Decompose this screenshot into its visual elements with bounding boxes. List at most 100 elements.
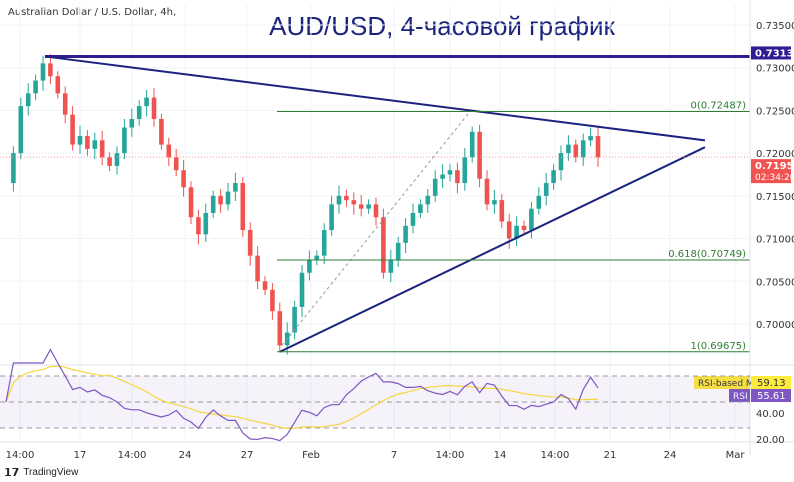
candle-body <box>566 144 571 154</box>
rsi-ma-name: RSI-based MA <box>698 379 761 389</box>
candle-body <box>432 178 438 196</box>
candle-body <box>203 212 209 235</box>
rsi-ma-value-badge <box>751 376 791 389</box>
candle-body <box>395 242 401 260</box>
candle-body <box>262 281 268 290</box>
candle-body <box>499 200 505 222</box>
candle-body <box>240 183 246 231</box>
time-tick: 24 <box>179 450 192 461</box>
candle-body <box>114 153 120 166</box>
resistance-label: 0.73132 <box>755 48 794 59</box>
time-tick: 21 <box>604 450 617 461</box>
candle-body <box>573 144 579 158</box>
chart-title: AUD/USD, 4-часовой график <box>269 11 615 41</box>
candle-body <box>455 170 460 184</box>
candle-body <box>403 225 408 243</box>
rsi-tick: 20.00 <box>756 435 785 446</box>
rsi-ma-value: 59.13 <box>757 378 786 389</box>
candle-body <box>85 136 90 149</box>
tradingview-logo[interactable]: 𝟭𝟳 TradingView <box>4 466 78 479</box>
price-tick: 0.71500 <box>756 192 794 203</box>
candle-body <box>410 212 416 226</box>
candle-body <box>151 97 157 119</box>
rsi-ma-name-badge <box>694 376 750 389</box>
price-tick: 0.73500 <box>756 21 794 32</box>
candle-body <box>166 144 172 158</box>
candle-body <box>92 140 98 149</box>
rsi-ma-line <box>5 365 599 429</box>
candle-body <box>506 221 512 239</box>
candle-body <box>107 157 112 166</box>
price-tick: 0.73000 <box>756 64 794 75</box>
candle-body <box>247 230 253 256</box>
candle-body <box>321 230 327 256</box>
candle-body <box>351 200 357 205</box>
candle-body <box>129 118 135 128</box>
time-tick: 27 <box>241 450 254 461</box>
candle-body <box>477 131 482 179</box>
candle-body <box>33 80 38 94</box>
candle-body <box>447 170 453 175</box>
candle-body <box>462 157 468 184</box>
price-tick: 0.71000 <box>756 235 794 246</box>
resistance-badge <box>751 46 791 60</box>
symbol-label: Australian Dollar / U.S. Dollar, 4h, <box>8 7 176 18</box>
candle-body <box>196 217 201 235</box>
candle-body <box>388 259 394 273</box>
rsi-name-badge <box>729 389 750 402</box>
fib-trend-line <box>281 111 471 346</box>
price-tick: 0.72000 <box>756 149 794 160</box>
candle-body <box>173 157 179 171</box>
candle-body <box>580 140 586 158</box>
candle-body <box>521 225 527 231</box>
candle-body <box>188 187 194 218</box>
candle-body <box>159 118 164 145</box>
candle-body <box>210 195 216 213</box>
time-tick: 14:00 <box>118 450 147 461</box>
candle-body <box>425 195 431 205</box>
candle-body <box>595 136 601 158</box>
candle-body <box>255 255 260 282</box>
candle-body <box>543 183 549 196</box>
candle-body <box>336 195 342 205</box>
candle-body <box>514 225 519 239</box>
fib-level-label: 0(0.72487) <box>690 101 746 112</box>
candle-body <box>440 174 445 179</box>
candle-body <box>314 255 320 260</box>
current-price-label: 0.71954 <box>755 161 794 172</box>
candle-body <box>484 178 490 205</box>
time-tick: 14:00 <box>436 450 465 461</box>
candle-body <box>307 259 312 273</box>
candle-body <box>11 153 16 184</box>
candle-body <box>233 183 238 192</box>
candle-body <box>558 153 564 171</box>
candle-body <box>299 272 305 307</box>
fib-level-label: 1(0.69675) <box>690 341 746 352</box>
time-tick: Mar <box>726 450 746 461</box>
candle-body <box>358 204 364 209</box>
candle-body <box>469 131 475 158</box>
candle-body <box>62 93 68 115</box>
candle-body <box>418 204 423 213</box>
countdown-label: 02:34:20 <box>755 173 794 183</box>
candle-body <box>381 217 386 273</box>
candle-body <box>25 93 31 107</box>
candle-body <box>366 204 371 209</box>
candle-body <box>292 306 297 333</box>
candle-body <box>373 204 379 218</box>
candle-body <box>588 136 593 141</box>
candle-body <box>218 195 223 205</box>
candle-body <box>40 63 46 81</box>
time-tick: Feb <box>302 450 320 461</box>
fib-level-label: 0.618(0.70749) <box>668 249 746 260</box>
rsi-value: 55.61 <box>757 391 786 402</box>
candle-body <box>55 76 61 94</box>
candle-body <box>122 127 127 154</box>
candle-body <box>70 114 75 145</box>
tradingview-icon: 𝟭𝟳 <box>4 467 20 479</box>
price-tick: 0.70000 <box>756 320 794 331</box>
rsi-tick: 40.00 <box>756 409 785 420</box>
time-tick: 14 <box>494 450 507 461</box>
time-tick: 14:00 <box>6 450 35 461</box>
